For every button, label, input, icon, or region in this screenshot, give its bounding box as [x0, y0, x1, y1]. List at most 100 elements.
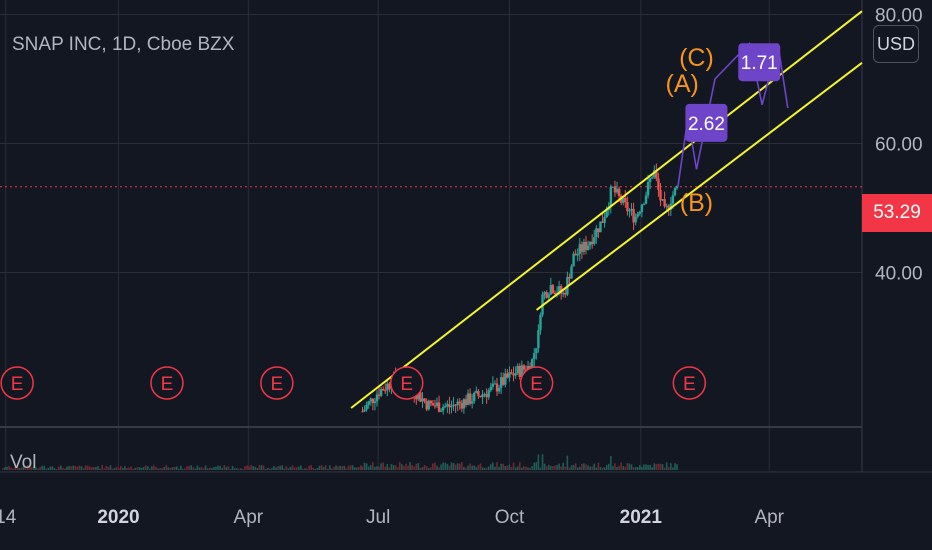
- volume-bar: [471, 465, 473, 470]
- volume-bar: [76, 466, 79, 470]
- earnings-marker[interactable]: [672, 366, 707, 400]
- volume-bar: [384, 466, 387, 470]
- volume-bar: [427, 467, 430, 470]
- ratio-label-box: [738, 43, 781, 82]
- volume-bar: [10, 467, 12, 470]
- candle-body: [609, 186, 613, 207]
- volume-bar: [347, 465, 350, 470]
- volume-bar: [283, 468, 286, 470]
- volume-bar: [275, 467, 277, 470]
- volume-bar: [638, 465, 641, 470]
- earnings-marker[interactable]: [260, 366, 294, 400]
- volume-bar: [93, 467, 95, 470]
- candle-body: [576, 253, 579, 256]
- volume-bar: [339, 465, 341, 470]
- volume-bar: [190, 465, 192, 470]
- volume-bar: [256, 467, 259, 470]
- volume-bar: [8, 465, 10, 470]
- volume-bar: [591, 466, 593, 470]
- earnings-marker[interactable]: [389, 366, 424, 400]
- candle-body: [522, 365, 526, 370]
- volume-bar: [492, 462, 494, 470]
- candle-body: [582, 241, 586, 252]
- volume-bar: [351, 465, 354, 470]
- volume-bar: [489, 464, 492, 470]
- earnings-marker[interactable]: [150, 366, 184, 400]
- volume-bar: [361, 466, 364, 470]
- volume-bar: [242, 468, 244, 470]
- volume-bar: [653, 463, 656, 470]
- channel-upper-line: [350, 10, 863, 409]
- volume-bar: [390, 464, 393, 470]
- candle-body: [487, 390, 490, 398]
- x-tick-label: Jul: [366, 507, 390, 528]
- candle-body: [363, 409, 366, 412]
- volume-bar: [376, 466, 378, 470]
- volume-bar: [394, 465, 397, 470]
- candle-body: [433, 405, 437, 407]
- volume-bar: [312, 467, 315, 470]
- earnings-marker[interactable]: [519, 366, 554, 400]
- volume-bar: [670, 463, 672, 470]
- volume-bar: [329, 465, 331, 470]
- volume-bar: [177, 468, 180, 470]
- candle-body: [653, 170, 656, 178]
- volume-bar: [78, 465, 81, 470]
- candle-body: [510, 372, 513, 374]
- volume-bar: [148, 468, 151, 470]
- candle-body: [564, 293, 567, 295]
- volume-bar: [14, 467, 17, 470]
- volume-bar: [415, 463, 418, 470]
- earnings-marker-label: E: [400, 374, 413, 395]
- volume-bar: [279, 465, 281, 470]
- volume-bar: [204, 465, 207, 470]
- candle-body: [499, 377, 503, 388]
- candle-body: [626, 201, 629, 212]
- ratio-label-text: 1.71: [741, 53, 778, 74]
- volume-bar: [68, 465, 70, 470]
- volume-bar: [277, 466, 279, 470]
- volume-bar: [628, 463, 631, 470]
- volume-bar: [403, 465, 405, 470]
- volume-bar: [651, 467, 654, 470]
- volume-bar: [382, 462, 384, 470]
- candle-body: [570, 266, 573, 279]
- candle-body: [657, 178, 660, 190]
- volume-bar: [55, 468, 58, 470]
- x-tick-label: 14: [0, 507, 17, 528]
- volume-bar: [320, 465, 323, 470]
- volume-bar: [436, 465, 438, 470]
- volume-bar: [543, 463, 546, 470]
- candle-body: [361, 411, 364, 413]
- volume-bar: [74, 465, 77, 470]
- volume-bar: [645, 464, 647, 470]
- volume-bar: [452, 463, 455, 470]
- volume-bar: [630, 464, 633, 470]
- volume-bar: [539, 467, 542, 470]
- volume-bar: [599, 466, 602, 470]
- x-tick-label: Apr: [234, 507, 264, 528]
- volume-bar: [213, 467, 215, 470]
- volume-bar: [456, 463, 459, 470]
- volume-bar: [151, 466, 153, 470]
- volume-bar: [547, 464, 550, 470]
- volume-bar: [641, 466, 643, 470]
- currency-button[interactable]: USD: [873, 25, 919, 63]
- candle-body: [667, 205, 670, 210]
- volume-bar: [196, 465, 199, 470]
- volume-bar: [663, 467, 666, 470]
- candle-body: [636, 213, 639, 217]
- volume-bar: [659, 463, 662, 470]
- volume-bars: [2, 454, 678, 470]
- candle-body: [518, 365, 521, 378]
- volume-bar: [647, 464, 649, 470]
- candle-body: [388, 383, 391, 389]
- volume-bar: [661, 464, 664, 470]
- volume-bar: [341, 466, 344, 470]
- volume-bar: [568, 467, 571, 470]
- earnings-marker[interactable]: [0, 366, 34, 400]
- candle-body: [617, 188, 621, 196]
- candle-body: [425, 401, 428, 410]
